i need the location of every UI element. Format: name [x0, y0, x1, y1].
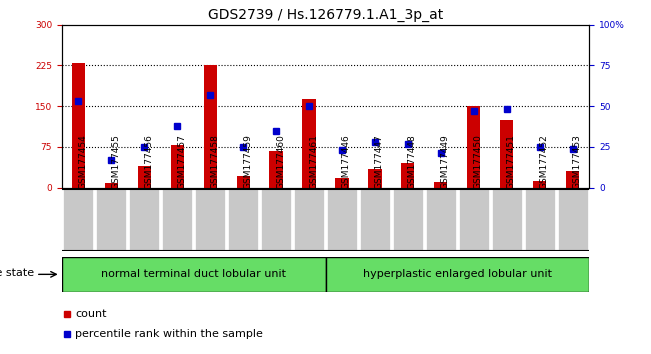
- Bar: [492, 189, 522, 250]
- Bar: [566, 171, 579, 188]
- Text: GSM177457: GSM177457: [177, 134, 186, 189]
- Title: GDS2739 / Hs.126779.1.A1_3p_at: GDS2739 / Hs.126779.1.A1_3p_at: [208, 8, 443, 22]
- Bar: [335, 178, 348, 188]
- Text: GSM177447: GSM177447: [375, 134, 384, 189]
- Text: GSM177455: GSM177455: [111, 134, 120, 189]
- Bar: [62, 257, 326, 292]
- Bar: [434, 182, 447, 188]
- Bar: [467, 106, 480, 188]
- Text: GSM177450: GSM177450: [474, 134, 483, 189]
- Bar: [500, 120, 514, 188]
- Text: GSM177449: GSM177449: [441, 134, 450, 189]
- Text: GSM177448: GSM177448: [408, 134, 417, 189]
- Bar: [360, 189, 390, 250]
- Bar: [162, 189, 192, 250]
- Bar: [171, 145, 184, 188]
- Text: percentile rank within the sample: percentile rank within the sample: [75, 329, 263, 339]
- Text: normal terminal duct lobular unit: normal terminal duct lobular unit: [101, 269, 286, 279]
- Text: GSM177460: GSM177460: [276, 134, 285, 189]
- Bar: [261, 189, 291, 250]
- Bar: [72, 63, 85, 188]
- Bar: [326, 257, 589, 292]
- Bar: [368, 169, 381, 188]
- Text: GSM177454: GSM177454: [78, 134, 87, 189]
- Bar: [459, 189, 489, 250]
- Bar: [129, 189, 159, 250]
- Text: GSM177453: GSM177453: [573, 134, 582, 189]
- Text: hyperplastic enlarged lobular unit: hyperplastic enlarged lobular unit: [363, 269, 552, 279]
- Bar: [557, 189, 588, 250]
- Bar: [533, 181, 546, 188]
- Bar: [426, 189, 456, 250]
- Bar: [228, 189, 258, 250]
- Text: GSM177458: GSM177458: [210, 134, 219, 189]
- Bar: [204, 65, 217, 188]
- Bar: [63, 189, 94, 250]
- Bar: [236, 176, 250, 188]
- Bar: [270, 151, 283, 188]
- Text: GSM177459: GSM177459: [243, 134, 252, 189]
- Bar: [137, 166, 151, 188]
- Text: GSM177446: GSM177446: [342, 134, 351, 189]
- Text: count: count: [75, 309, 107, 319]
- Bar: [303, 99, 316, 188]
- Text: GSM177456: GSM177456: [145, 134, 153, 189]
- Bar: [195, 189, 225, 250]
- Bar: [393, 189, 423, 250]
- Text: GSM177461: GSM177461: [309, 134, 318, 189]
- Bar: [96, 189, 126, 250]
- Bar: [401, 163, 415, 188]
- Bar: [105, 183, 118, 188]
- Bar: [327, 189, 357, 250]
- Text: GSM177452: GSM177452: [540, 134, 549, 189]
- Text: disease state: disease state: [0, 268, 34, 278]
- Bar: [294, 189, 324, 250]
- Text: GSM177451: GSM177451: [506, 134, 516, 189]
- Bar: [525, 189, 555, 250]
